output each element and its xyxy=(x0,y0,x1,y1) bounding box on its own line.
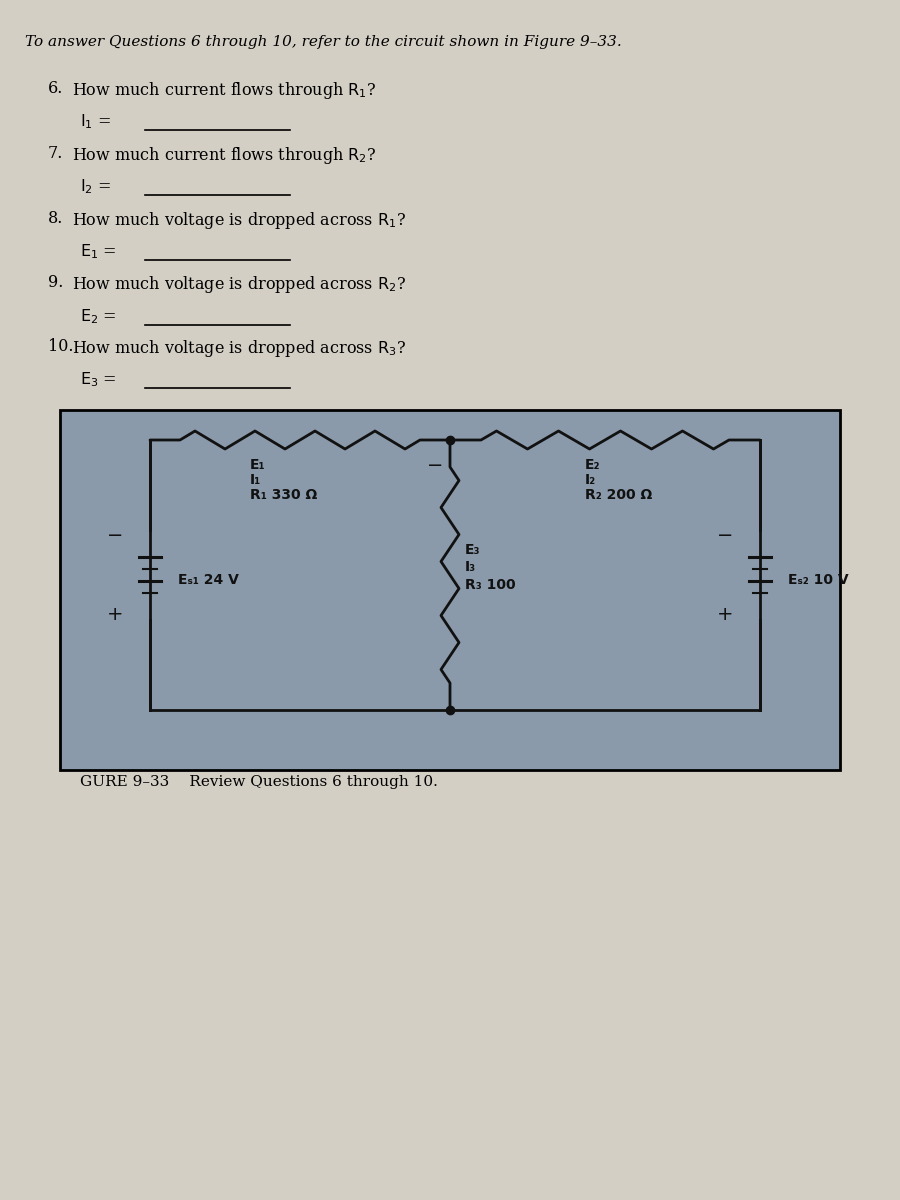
Text: Eₛ₁ 24 V: Eₛ₁ 24 V xyxy=(178,572,239,587)
Text: How much current flows through $\mathrm{R_1}$?: How much current flows through $\mathrm{… xyxy=(72,80,376,101)
Text: GURE 9–33  Review Questions 6 through 10.: GURE 9–33 Review Questions 6 through 10. xyxy=(80,775,438,790)
Text: −: − xyxy=(716,526,734,545)
Text: To answer Questions 6 through 10, refer to the circuit shown in Figure 9–33.: To answer Questions 6 through 10, refer … xyxy=(25,35,622,49)
Text: How much current flows through $\mathrm{R_2}$?: How much current flows through $\mathrm{… xyxy=(72,145,376,166)
Text: 9.: 9. xyxy=(48,274,63,290)
Text: How much voltage is dropped across $\mathrm{R_1}$?: How much voltage is dropped across $\mat… xyxy=(72,210,406,230)
Text: I₁: I₁ xyxy=(250,473,261,487)
Text: R₃ 100: R₃ 100 xyxy=(465,578,516,592)
Text: 6.: 6. xyxy=(48,80,63,97)
Text: $\mathrm{E_1}$ =: $\mathrm{E_1}$ = xyxy=(80,242,117,260)
Text: −: − xyxy=(427,456,443,474)
Text: R₂ 200 Ω: R₂ 200 Ω xyxy=(585,488,652,502)
Text: Eₛ₂ 10 V: Eₛ₂ 10 V xyxy=(788,572,849,587)
Text: 7.: 7. xyxy=(48,145,63,162)
Text: $\mathrm{E_2}$ =: $\mathrm{E_2}$ = xyxy=(80,307,117,325)
Text: E₂: E₂ xyxy=(585,458,600,472)
Text: +: + xyxy=(107,606,123,624)
Text: +: + xyxy=(716,606,734,624)
Text: $\mathrm{E_3}$ =: $\mathrm{E_3}$ = xyxy=(80,370,117,389)
Text: E₃: E₃ xyxy=(465,542,481,557)
Text: How much voltage is dropped across $\mathrm{R_3}$?: How much voltage is dropped across $\mat… xyxy=(72,338,406,359)
Text: R₁ 330 Ω: R₁ 330 Ω xyxy=(250,488,317,502)
FancyBboxPatch shape xyxy=(60,410,840,770)
Text: I₂: I₂ xyxy=(585,473,596,487)
Text: −: − xyxy=(107,526,123,545)
Text: $\mathrm{I_2}$ =: $\mathrm{I_2}$ = xyxy=(80,176,112,196)
Text: 8.: 8. xyxy=(48,210,63,227)
Text: E₁: E₁ xyxy=(250,458,266,472)
Text: How much voltage is dropped across $\mathrm{R_2}$?: How much voltage is dropped across $\mat… xyxy=(72,274,406,295)
Text: 10.: 10. xyxy=(48,338,74,355)
Text: I₃: I₃ xyxy=(465,560,476,574)
Text: $\mathrm{I_1}$ =: $\mathrm{I_1}$ = xyxy=(80,112,112,131)
